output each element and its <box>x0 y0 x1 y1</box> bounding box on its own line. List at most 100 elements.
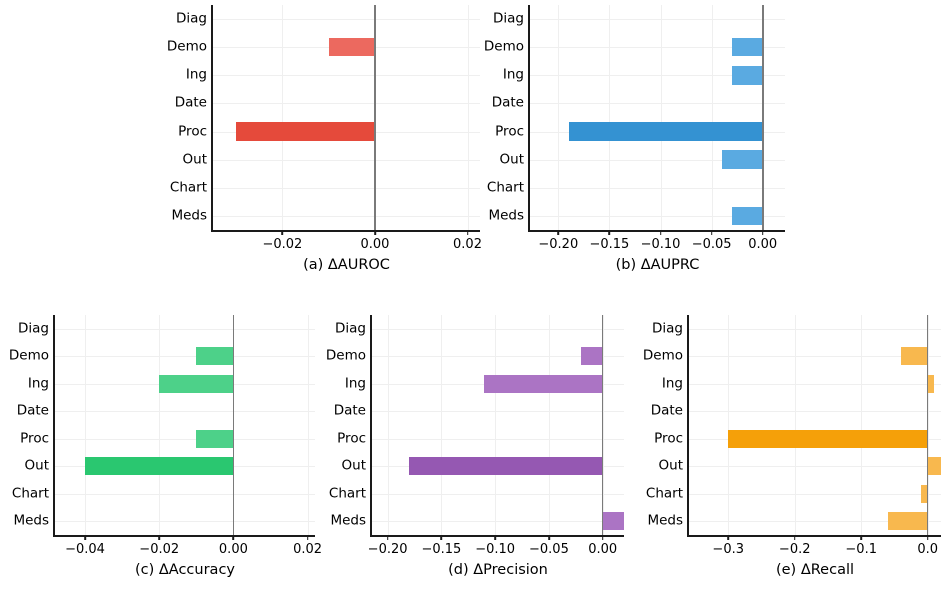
x-tick-label: −0.2 <box>778 542 811 557</box>
x-tick-mark <box>601 535 604 540</box>
bar-out <box>721 150 763 169</box>
axis-caption: (a) ΔAUROC <box>303 257 390 273</box>
chart-delta-accuracy: (c) ΔAccuracy −0.04 −0.02 0.00 0.02 Diag Demo… <box>9 315 322 578</box>
x-tick-mark <box>710 230 713 235</box>
bar-proc <box>568 122 763 141</box>
x-tick-label: −0.15 <box>589 237 630 252</box>
x-tick-mark <box>386 535 389 540</box>
horizontal-gridline <box>372 493 624 495</box>
vertical-gridline <box>495 315 497 535</box>
axis-caption: (c) ΔAccuracy <box>134 562 235 578</box>
horizontal-gridline <box>55 438 315 440</box>
x-tick-mark <box>84 535 86 540</box>
vertical-gridline <box>711 5 713 230</box>
horizontal-gridline <box>689 328 941 330</box>
y-tick-label-out: Out <box>341 457 366 474</box>
chart-delta-auprc: (b) ΔAUPRC −0.20 −0.15 −0.10 −0.05 0.00 Diag D… <box>484 5 785 273</box>
bar-demo <box>732 37 763 57</box>
vertical-gridline <box>728 315 730 535</box>
horizontal-gridline <box>530 215 785 217</box>
x-tick-label: 0.02 <box>293 542 323 557</box>
vertical-gridline <box>609 5 611 230</box>
horizontal-gridline <box>213 103 480 105</box>
y-tick-label-ing: Ing <box>661 375 683 391</box>
bar-demo <box>196 347 234 366</box>
vertical-gridline <box>467 5 469 230</box>
y-tick-label-chart: Chart <box>328 485 366 501</box>
y-tick-label-ing: Ing <box>27 375 49 391</box>
x-tick-mark <box>727 535 730 540</box>
horizontal-gridline <box>689 383 941 385</box>
bar-chart <box>921 484 928 503</box>
y-tick-label-out: Out <box>24 457 49 474</box>
bar-demo <box>581 347 603 366</box>
y-tick-label-chart: Chart <box>645 485 683 501</box>
horizontal-gridline <box>55 328 315 330</box>
y-tick-label-diag: Diag <box>18 320 49 336</box>
y-tick-label-out: Out <box>182 150 207 167</box>
y-tick-label-meds: Meds <box>330 512 366 529</box>
vertical-gridline <box>441 315 443 535</box>
vertical-gridline <box>307 315 309 535</box>
y-tick-label-date: Date <box>650 402 683 419</box>
bar-demo <box>328 37 375 57</box>
vertical-gridline <box>159 315 161 535</box>
x-tick-label: 0.0 <box>917 542 939 557</box>
horizontal-gridline <box>372 411 624 413</box>
x-tick-label: −0.3 <box>712 542 745 557</box>
x-tick-mark <box>659 230 662 235</box>
y-tick-label-diag: Diag <box>335 320 366 336</box>
plot-area: (c) ΔAccuracy −0.04 −0.02 0.00 0.02 Diag Demo… <box>9 315 322 578</box>
bar-ing <box>159 374 234 393</box>
horizontal-gridline <box>689 411 941 413</box>
vertical-gridline <box>794 315 796 535</box>
bar-proc <box>728 429 928 448</box>
bar-ing <box>927 374 935 393</box>
x-tick-mark <box>548 535 550 540</box>
zero-line <box>601 315 604 535</box>
vertical-gridline <box>861 315 863 535</box>
x-tick-label: −0.1 <box>845 542 877 557</box>
bar-ing <box>484 374 603 393</box>
axis-caption: (e) ΔRecall <box>775 562 855 578</box>
y-tick-label-date: Date <box>491 94 524 111</box>
horizontal-gridline <box>213 159 480 161</box>
x-tick-mark <box>158 535 161 540</box>
horizontal-gridline <box>689 356 941 358</box>
y-tick-label-date: Date <box>174 94 207 111</box>
y-tick-label-chart: Chart <box>169 179 207 196</box>
y-tick-label-demo: Demo <box>166 38 207 55</box>
x-tick-mark <box>926 535 929 540</box>
x-tick-label: −0.02 <box>262 237 303 252</box>
zero-line <box>926 315 929 535</box>
x-axis-spine <box>211 230 480 232</box>
y-tick-label-proc: Proc <box>20 430 49 446</box>
bar-proc <box>196 429 234 448</box>
chart-delta-auroc: (a) ΔAUROC −0.02 0.00 0.02 Diag Demo Ing Date P… <box>167 5 482 273</box>
x-axis-spine <box>53 535 315 537</box>
y-axis-spine <box>211 5 213 232</box>
y-tick-label-diag: Diag <box>176 10 207 27</box>
axis-caption: (d) ΔPrecision <box>448 562 548 578</box>
horizontal-gridline <box>55 521 315 523</box>
x-tick-label: −0.05 <box>691 237 732 252</box>
axis-caption: (b) ΔAUPRC <box>615 257 700 273</box>
plot-area: (b) ΔAUPRC −0.20 −0.15 −0.10 −0.05 0.00 Diag D… <box>484 5 785 273</box>
x-tick-mark <box>232 535 235 540</box>
y-tick-label-date: Date <box>16 402 49 419</box>
bar-out <box>927 457 941 476</box>
y-tick-label-demo: Demo <box>642 347 683 364</box>
horizontal-gridline <box>213 187 480 189</box>
y-tick-label-meds: Meds <box>647 512 683 529</box>
horizontal-gridline <box>372 438 624 440</box>
y-tick-label-demo: Demo <box>325 347 366 364</box>
plot-area: (a) ΔAUROC −0.02 0.00 0.02 Diag Demo Ing Date P… <box>167 5 482 273</box>
vertical-gridline <box>660 5 662 230</box>
horizontal-gridline <box>213 215 480 217</box>
y-tick-label-chart: Chart <box>11 485 49 501</box>
chart-delta-precision: (d) ΔPrecision −0.20 −0.15 −0.10 −0.05 0.00 D… <box>326 315 625 578</box>
horizontal-gridline <box>689 493 941 495</box>
bar-out <box>85 457 234 476</box>
bar-meds <box>732 206 763 226</box>
